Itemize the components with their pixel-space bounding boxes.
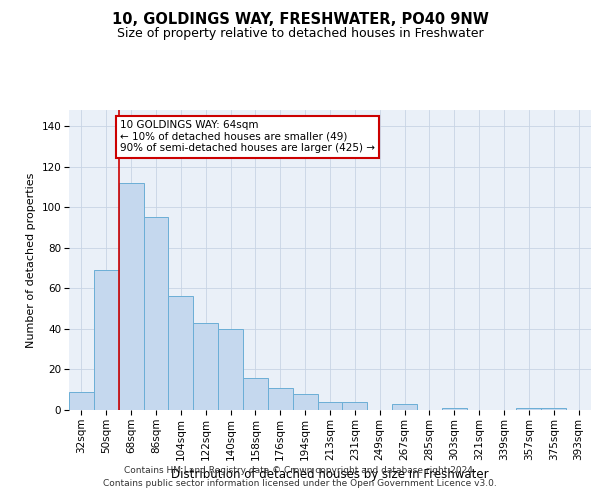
- Text: Contains HM Land Registry data © Crown copyright and database right 2024.
Contai: Contains HM Land Registry data © Crown c…: [103, 466, 497, 487]
- Bar: [293, 394, 317, 410]
- Bar: [193, 323, 218, 410]
- Bar: [392, 404, 417, 410]
- Y-axis label: Number of detached properties: Number of detached properties: [26, 172, 36, 348]
- Bar: [442, 408, 467, 410]
- Bar: [343, 402, 367, 410]
- Bar: [541, 408, 566, 410]
- Bar: [143, 218, 169, 410]
- Bar: [317, 402, 343, 410]
- Text: Size of property relative to detached houses in Freshwater: Size of property relative to detached ho…: [116, 28, 484, 40]
- Text: 10 GOLDINGS WAY: 64sqm
← 10% of detached houses are smaller (49)
90% of semi-det: 10 GOLDINGS WAY: 64sqm ← 10% of detached…: [120, 120, 375, 154]
- Bar: [94, 270, 119, 410]
- Bar: [243, 378, 268, 410]
- Bar: [69, 392, 94, 410]
- Bar: [169, 296, 193, 410]
- X-axis label: Distribution of detached houses by size in Freshwater: Distribution of detached houses by size …: [171, 468, 489, 481]
- Bar: [119, 183, 143, 410]
- Bar: [517, 408, 541, 410]
- Bar: [268, 388, 293, 410]
- Text: 10, GOLDINGS WAY, FRESHWATER, PO40 9NW: 10, GOLDINGS WAY, FRESHWATER, PO40 9NW: [112, 12, 488, 28]
- Bar: [218, 329, 243, 410]
